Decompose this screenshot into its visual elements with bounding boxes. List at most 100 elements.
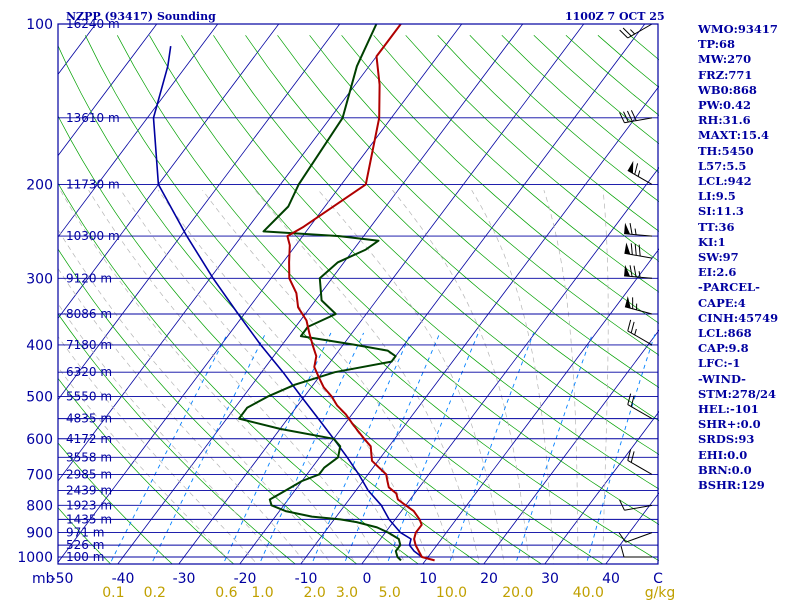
dry-adiabat-line — [309, 35, 659, 356]
wind-barb-flag — [630, 321, 635, 334]
wind-barb-flag — [619, 29, 629, 39]
mixing-ratio-label: 0.1 — [102, 585, 124, 600]
mixing-ratio-line — [311, 332, 412, 564]
height-label: 3558 m — [66, 450, 112, 464]
wind-barb-flag — [627, 449, 632, 461]
wind-barb-flag — [627, 393, 632, 405]
stat-item: CAPE:4 — [698, 295, 746, 310]
wind-barb-staff — [627, 404, 653, 420]
dry-adiabat-line — [58, 313, 296, 564]
wind-barb-staff — [627, 330, 653, 346]
temperature-trace — [286, 24, 435, 562]
mixing-ratio-label: 2.0 — [304, 585, 326, 600]
wind-barb-staff — [624, 117, 653, 124]
dry-adiabat-line — [181, 35, 659, 490]
wind-barb-flag — [634, 163, 639, 175]
stat-item: TT:36 — [698, 219, 735, 234]
mixing-ratio-label: 0.6 — [215, 585, 237, 600]
pressure-tick-label: 600 — [26, 432, 53, 448]
mixing-ratio-label: 20.0 — [502, 585, 533, 600]
isotherm-line — [0, 12, 44, 568]
isotherm-line — [58, 24, 341, 401]
moist-adiabat-line — [602, 190, 609, 564]
stat-item: MW:270 — [698, 52, 752, 67]
pressure-tick-label: 100 — [26, 17, 53, 33]
height-label: 526 m — [66, 538, 104, 552]
chart-traces — [152, 24, 435, 562]
wind-barb-flag — [634, 243, 637, 256]
wind-barb — [624, 296, 653, 315]
dry-adiabat-line — [58, 507, 112, 564]
wind-barb — [619, 110, 653, 124]
stat-item: -PARCEL- — [698, 280, 760, 295]
moist-adiabat-line — [543, 190, 579, 564]
moist-adiabat-line — [120, 190, 406, 564]
temp-tick-label: -10 — [295, 571, 318, 587]
temp-tick-label: 40 — [602, 571, 620, 587]
dry-adiabat-line — [373, 35, 659, 293]
stat-item: HEL:-101 — [698, 402, 759, 417]
stat-item: -WIND- — [698, 371, 746, 386]
height-label: 10300 m — [66, 229, 120, 243]
wind-barb-pennant — [627, 160, 634, 174]
mixing-ratio-line — [109, 332, 229, 564]
isotherm-line — [239, 24, 646, 564]
wind-barb-flag — [638, 244, 641, 257]
isotherm-line — [117, 24, 524, 564]
wind-barb-half-flag — [634, 328, 637, 336]
stat-item: SHR+:0.0 — [698, 417, 761, 432]
isotherm-line — [422, 248, 659, 564]
mixing-ratio-line — [585, 332, 656, 564]
height-label: 11730 m — [66, 177, 120, 191]
mixing-ratio-label: 3.0 — [336, 585, 358, 600]
mixing-ratio-label: 1.0 — [251, 585, 273, 600]
temp-tick-label: 20 — [480, 571, 498, 587]
height-label: 8086 m — [66, 307, 112, 321]
wind-barb-flag — [619, 499, 625, 511]
height-label: 2439 m — [66, 483, 112, 497]
wind-barb-flag — [629, 223, 633, 235]
wind-barb-staff — [624, 252, 653, 259]
wind-barb — [624, 264, 653, 279]
stat-item: PW:0.42 — [698, 98, 752, 113]
mixing-ratio-unit-label: g/kg — [645, 585, 676, 600]
moist-adiabat-line — [202, 189, 456, 564]
isotherm-line — [58, 24, 280, 319]
pressure-tick-label: 200 — [26, 177, 53, 193]
stat-item: BRN:0.0 — [698, 462, 752, 477]
temp-tick-label: 0 — [363, 571, 372, 587]
wind-barb-staff — [624, 306, 653, 315]
wind-barb — [627, 319, 653, 346]
isotherm-line — [58, 24, 402, 482]
moist-adiabat-line — [58, 335, 258, 564]
moist-adiabat-line — [392, 189, 530, 564]
dry-adiabat-line — [58, 44, 543, 564]
valid-time: 1100Z 7 OCT 25 — [565, 10, 665, 23]
temp-tick-label: -20 — [234, 571, 257, 587]
pressure-tick-label: 800 — [26, 498, 53, 514]
wind-barb-flag — [619, 112, 625, 123]
dry-adiabat-line — [58, 115, 481, 564]
wind-barb-flag — [630, 395, 635, 407]
dry-adiabat-line — [84, 35, 604, 564]
height-label: 16240 m — [66, 17, 120, 31]
mixing-ratio-label: 0.2 — [144, 585, 166, 600]
plot-frame — [57, 23, 659, 565]
stats-panel: WMO:93417 TP:68 MW:270 FRZ:771 WB0:868 PW:0.4… — [698, 22, 798, 493]
wind-barb — [624, 222, 653, 237]
height-label: 100 m — [66, 550, 104, 564]
pressure-tick-label: 500 — [26, 390, 53, 406]
isotherm-line — [300, 85, 659, 564]
wind-barb-staff — [627, 23, 653, 39]
dry-adiabat-line — [58, 182, 419, 564]
dry-adiabat-line — [341, 35, 659, 324]
moist-adiabat-line — [88, 190, 381, 564]
stat-item: STM:278/24 — [698, 386, 777, 401]
parcel-trace — [152, 45, 423, 558]
stat-item: KI:1 — [698, 234, 726, 249]
stat-item: SRDS:93 — [698, 432, 755, 447]
height-label: 1923 m — [66, 498, 112, 512]
isobar-lines — [58, 23, 658, 558]
